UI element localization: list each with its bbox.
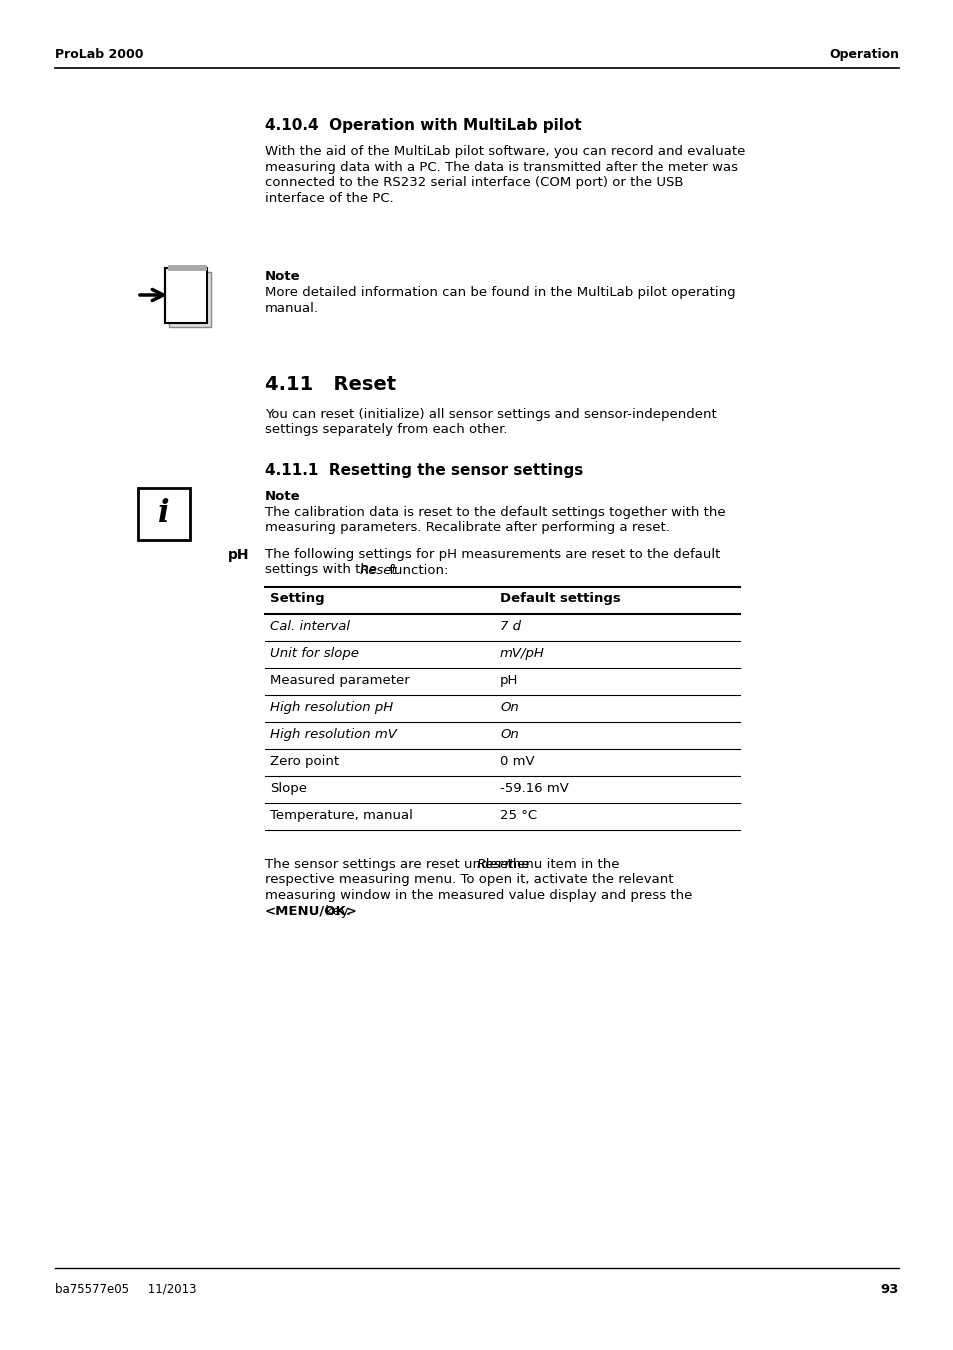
Text: manual.: manual. [265, 301, 318, 315]
Text: ProLab 2000: ProLab 2000 [55, 49, 143, 61]
Text: connected to the RS232 serial interface (COM port) or the USB: connected to the RS232 serial interface … [265, 176, 682, 189]
Text: With the aid of the MultiLab pilot software, you can record and evaluate: With the aid of the MultiLab pilot softw… [265, 144, 744, 158]
Text: On: On [499, 728, 518, 741]
FancyBboxPatch shape [168, 265, 207, 271]
FancyBboxPatch shape [169, 271, 211, 327]
Text: menu item in the: menu item in the [499, 859, 619, 871]
Text: Slope: Slope [270, 782, 307, 795]
Text: pH: pH [228, 548, 250, 562]
Text: The calibration data is reset to the default settings together with the: The calibration data is reset to the def… [265, 506, 725, 518]
Text: Measured parameter: Measured parameter [270, 674, 410, 687]
Text: The following settings for pH measurements are reset to the default: The following settings for pH measuremen… [265, 548, 720, 562]
Text: <MENU/OK>: <MENU/OK> [265, 904, 357, 918]
Text: 4.11.1  Resetting the sensor settings: 4.11.1 Resetting the sensor settings [265, 463, 582, 478]
Text: More detailed information can be found in the MultiLab pilot operating: More detailed information can be found i… [265, 286, 735, 298]
Text: measuring parameters. Recalibrate after performing a reset.: measuring parameters. Recalibrate after … [265, 521, 669, 535]
Text: Setting: Setting [270, 593, 324, 605]
Text: Zero point: Zero point [270, 755, 338, 768]
Text: Reset: Reset [359, 563, 397, 576]
Text: 4.11   Reset: 4.11 Reset [265, 375, 395, 394]
FancyBboxPatch shape [165, 269, 207, 323]
Text: Operation: Operation [828, 49, 898, 61]
Text: measuring window in the measured value display and press the: measuring window in the measured value d… [265, 890, 692, 902]
Text: pH: pH [499, 674, 517, 687]
Text: Note: Note [265, 270, 300, 284]
Text: i: i [158, 498, 170, 529]
Text: interface of the PC.: interface of the PC. [265, 192, 394, 204]
FancyBboxPatch shape [138, 487, 190, 540]
Text: Reset: Reset [476, 859, 514, 871]
Text: respective measuring menu. To open it, activate the relevant: respective measuring menu. To open it, a… [265, 873, 673, 887]
Text: settings separately from each other.: settings separately from each other. [265, 424, 507, 436]
Text: The sensor settings are reset under the: The sensor settings are reset under the [265, 859, 533, 871]
Text: function:: function: [385, 563, 448, 576]
Text: 0 mV: 0 mV [499, 755, 534, 768]
Text: mV/pH: mV/pH [499, 647, 544, 660]
Text: Temperature, manual: Temperature, manual [270, 809, 413, 822]
Text: You can reset (initialize) all sensor settings and sensor-independent: You can reset (initialize) all sensor se… [265, 408, 716, 421]
Text: Cal. interval: Cal. interval [270, 620, 350, 633]
Text: key.: key. [320, 904, 351, 918]
Text: 7 d: 7 d [499, 620, 520, 633]
Text: Unit for slope: Unit for slope [270, 647, 358, 660]
Text: measuring data with a PC. The data is transmitted after the meter was: measuring data with a PC. The data is tr… [265, 161, 738, 174]
Text: -59.16 mV: -59.16 mV [499, 782, 568, 795]
Text: On: On [499, 701, 518, 714]
Text: 93: 93 [880, 1282, 898, 1296]
Text: 4.10.4  Operation with MultiLab pilot: 4.10.4 Operation with MultiLab pilot [265, 117, 581, 134]
Text: High resolution pH: High resolution pH [270, 701, 393, 714]
Text: 25 °C: 25 °C [499, 809, 537, 822]
Text: ba75577e05     11/2013: ba75577e05 11/2013 [55, 1282, 196, 1296]
Text: Note: Note [265, 490, 300, 504]
Text: High resolution mV: High resolution mV [270, 728, 396, 741]
Text: Default settings: Default settings [499, 593, 620, 605]
Text: settings with the: settings with the [265, 563, 381, 576]
